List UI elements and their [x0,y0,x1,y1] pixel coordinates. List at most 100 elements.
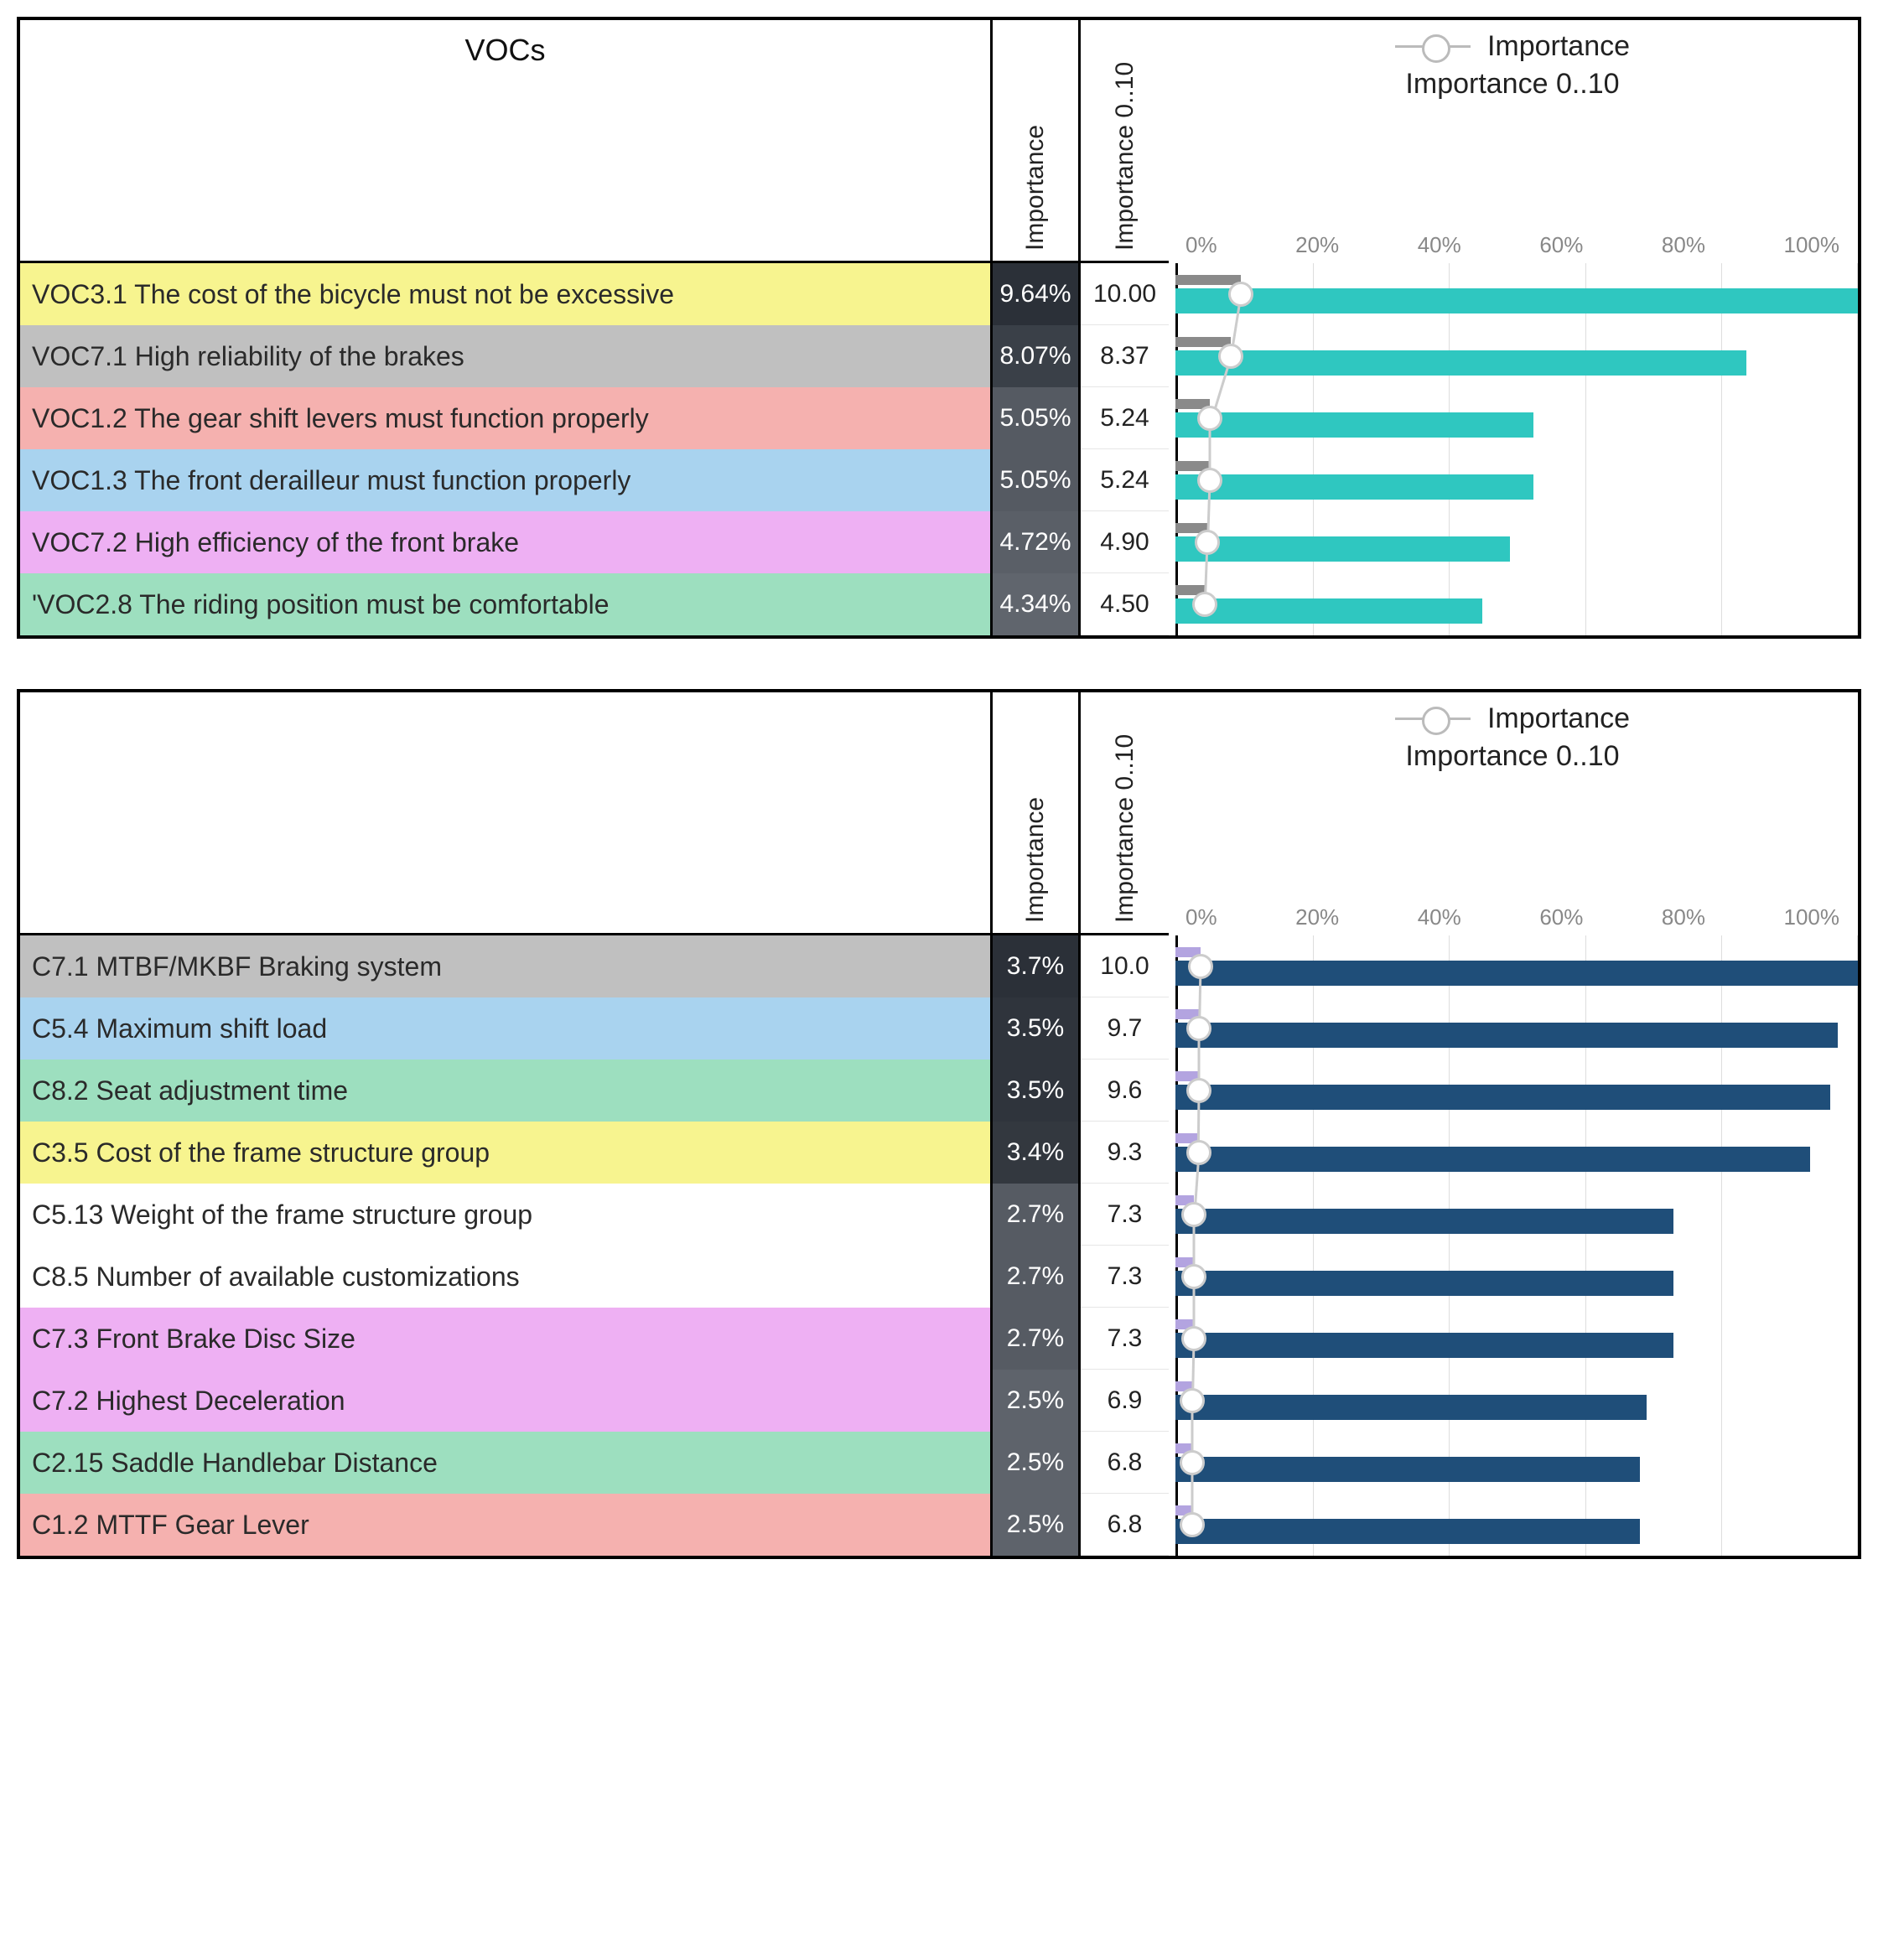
axis-tick: 40% [1418,232,1461,258]
row-importance: 2.5% [993,1370,1081,1432]
row-importance10: 9.7 [1081,997,1169,1059]
row-importance10: 9.6 [1081,1059,1169,1122]
bar-importance10 [1175,412,1533,438]
bar-row [1175,1432,1858,1494]
bar-row [1175,1494,1858,1556]
bar-importance [1175,1319,1194,1329]
table-row: C7.2 Highest Deceleration2.5%6.9 [20,1370,1169,1432]
bar-row [1175,1184,1858,1246]
row-importance10: 6.8 [1081,1432,1169,1494]
row-importance: 3.5% [993,1059,1081,1122]
bar-importance10 [1175,1023,1838,1048]
chart-legend: Importance Importance 0..10 [1184,702,1841,773]
row-label: 'VOC2.8 The riding position must be comf… [20,573,993,635]
table-row: C8.2 Seat adjustment time3.5%9.6 [20,1059,1169,1122]
row-importance: 2.7% [993,1246,1081,1308]
bar-importance10 [1175,536,1510,562]
row-importance10: 8.37 [1081,325,1169,387]
bar-importance10 [1175,1395,1647,1420]
bar-importance [1175,947,1201,957]
bar-importance10 [1175,1147,1810,1172]
axis-tick: 100% [1784,904,1840,930]
axis-tick: 100% [1784,232,1840,258]
bar-importance [1175,275,1241,285]
bar-importance [1175,399,1210,409]
bar-importance10 [1175,961,1858,986]
bar-importance [1175,1443,1192,1453]
panel-vocs: VOCsImportanceImportance 0..10VOC3.1 The… [17,17,1861,639]
row-label: C7.3 Front Brake Disc Size [20,1308,993,1370]
axis-tick: 40% [1418,904,1461,930]
row-label: C3.5 Cost of the frame structure group [20,1122,993,1184]
table-row: VOC7.2 High efficiency of the front brak… [20,511,1169,573]
row-label: C8.2 Seat adjustment time [20,1059,993,1122]
row-importance: 3.7% [993,935,1081,997]
bar-row [1175,1370,1858,1432]
row-label: C1.2 MTTF Gear Lever [20,1494,993,1556]
row-label: C8.5 Number of available customizations [20,1246,993,1308]
row-label: VOC1.3 The front derailleur must functio… [20,449,993,511]
axis-tick: 0% [1185,232,1217,258]
row-importance: 4.34% [993,573,1081,635]
axis-tick: 0% [1185,904,1217,930]
table-row: C3.5 Cost of the frame structure group3.… [20,1122,1169,1184]
legend-marker-icon [1395,45,1471,48]
legend-label-2: Importance 0..10 [1405,68,1619,101]
bar-row [1175,1059,1858,1122]
row-importance10: 5.24 [1081,449,1169,511]
row-importance: 2.7% [993,1184,1081,1246]
row-importance: 2.7% [993,1308,1081,1370]
bar-importance10 [1175,350,1746,376]
row-importance: 2.5% [993,1432,1081,1494]
bar-row [1175,997,1858,1059]
bar-importance [1175,1071,1199,1081]
legend-label-2: Importance 0..10 [1405,740,1619,773]
axis-tick: 20% [1295,904,1339,930]
bar-row [1175,325,1858,387]
chart-legend: Importance Importance 0..10 [1184,30,1841,101]
bar-importance [1175,585,1205,595]
axis-tick: 60% [1539,232,1583,258]
row-importance: 5.05% [993,387,1081,449]
bar-importance10 [1175,1209,1673,1234]
bar-importance [1175,337,1231,347]
row-importance: 8.07% [993,325,1081,387]
axis-tick: 20% [1295,232,1339,258]
row-label: VOC7.1 High reliability of the brakes [20,325,993,387]
table-row: C1.2 MTTF Gear Lever2.5%6.8 [20,1494,1169,1556]
bar-row [1175,387,1858,449]
row-importance10: 9.3 [1081,1122,1169,1184]
axis-ticks: 0% 20% 40% 60% 80% 100% [1184,232,1841,258]
row-label: C7.1 MTBF/MKBF Braking system [20,935,993,997]
col-importance10-label: Importance 0..10 [1111,62,1139,251]
panel-characteristics: Importance Importance 0..10 C7.1 MTBF/MKBF… [17,689,1861,1559]
table-row: 'VOC2.8 The riding position must be comf… [20,573,1169,635]
row-importance: 5.05% [993,449,1081,511]
row-importance10: 6.9 [1081,1370,1169,1432]
row-label: C5.4 Maximum shift load [20,997,993,1059]
bar-importance [1175,1505,1192,1515]
table-row: VOC1.2 The gear shift levers must functi… [20,387,1169,449]
legend-label-1: Importance [1487,30,1630,63]
axis-tick: 80% [1662,904,1705,930]
bar-row [1175,449,1858,511]
legend-label-1: Importance [1487,702,1630,735]
bar-row [1175,1246,1858,1308]
table-row: C5.4 Maximum shift load3.5%9.7 [20,997,1169,1059]
axis-tick: 60% [1539,904,1583,930]
row-importance10: 6.8 [1081,1494,1169,1556]
bar-importance [1175,1195,1194,1205]
bar-row [1175,263,1858,325]
row-importance10: 7.3 [1081,1308,1169,1370]
bar-row [1175,1308,1858,1370]
col-importance10-label: Importance 0..10 [1111,734,1139,923]
bar-importance [1175,461,1210,471]
axis-ticks: 0% 20% 40% 60% 80% 100% [1184,904,1841,930]
bar-row [1175,1122,1858,1184]
axis-tick: 80% [1662,232,1705,258]
bar-importance10 [1175,474,1533,500]
table-row: C5.13 Weight of the frame structure grou… [20,1184,1169,1246]
row-label: C5.13 Weight of the frame structure grou… [20,1184,993,1246]
table-row: C8.5 Number of available customizations2… [20,1246,1169,1308]
bar-importance [1175,1009,1199,1019]
